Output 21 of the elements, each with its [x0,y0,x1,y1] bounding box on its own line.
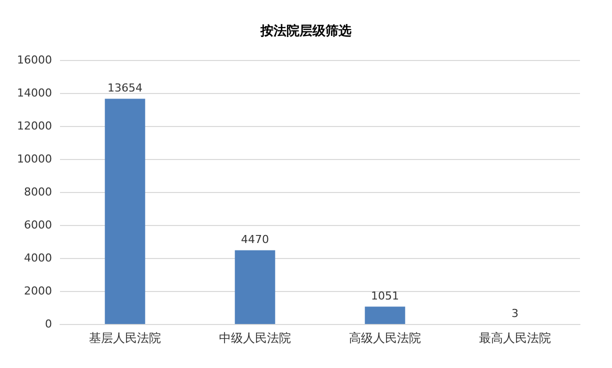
x-tick-label: 基层人民法院 [89,331,161,345]
y-tick-label: 0 [45,318,52,330]
bar [104,98,146,324]
y-tick-label: 8000 [24,186,52,198]
chart-title: 按法院层级筛选 [260,23,352,39]
bar [364,306,406,324]
y-tick-label: 4000 [24,252,52,264]
y-tick-label: 12000 [17,120,52,132]
data-label: 1051 [371,290,399,303]
y-tick-label: 14000 [17,86,52,100]
y-tick-label: 16000 [17,54,52,66]
y-tick-label: 10000 [17,152,52,166]
x-tick-label: 最高人民法院 [479,331,551,345]
bar [234,250,276,324]
y-tick-label: 2000 [24,284,52,298]
data-label: 13654 [108,82,142,95]
x-tick-label: 高级人民法院 [349,331,421,345]
y-tick-label: 6000 [24,218,52,232]
x-tick-label: 中级人民法院 [219,331,291,345]
data-label: 4470 [241,233,269,246]
data-label: 3 [512,306,518,320]
